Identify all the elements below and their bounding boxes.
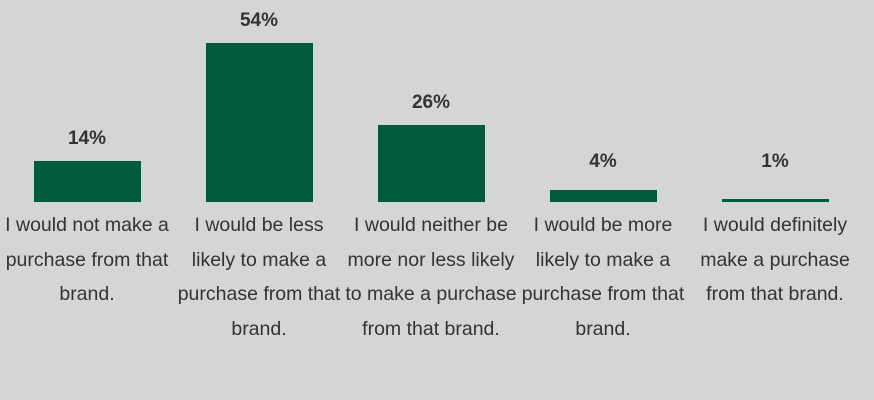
bar-3 (549, 190, 657, 202)
value-label-2: 26% (411, 92, 451, 114)
category-label-1: I would be less likely to make a purchas… (177, 214, 341, 340)
category-label-4: I would definitely make a purchase from … (700, 214, 850, 305)
category-label-3: I would be more likely to make a purchas… (521, 214, 685, 340)
bar-2 (377, 125, 485, 202)
value-label-1: 54% (239, 10, 279, 31)
value-label-3: 4% (589, 151, 617, 172)
value-label-4: 1% (761, 151, 789, 172)
category-label-0: I would not make a purchase from that br… (5, 214, 169, 305)
bar-1 (205, 43, 313, 202)
category-label-2: I would neither be more nor less likely … (345, 214, 517, 340)
bar-4 (721, 199, 829, 202)
value-label-0: 14% (67, 127, 107, 149)
bar-0 (33, 160, 141, 202)
